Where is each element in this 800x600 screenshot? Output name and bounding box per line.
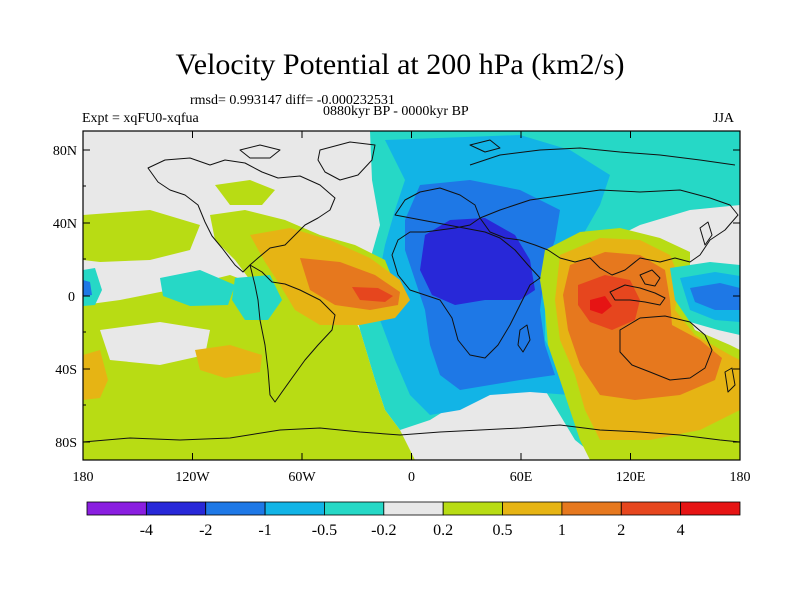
season-label: JJA — [713, 111, 735, 126]
colorbar-label-1: -2 — [199, 522, 212, 539]
colorbar-box-7 — [502, 501, 563, 516]
field-yellow-green-pacific — [83, 210, 200, 262]
colorbar-label-7: 1 — [558, 522, 566, 539]
colorbar-box-10 — [680, 501, 741, 516]
colorbar-box-2 — [205, 501, 266, 516]
x-tick-120e: 120E — [616, 470, 646, 485]
colorbar-label-5: 0.2 — [433, 522, 453, 539]
field-blue-east-pacific — [690, 283, 740, 310]
x-tick-120w: 120W — [175, 470, 210, 485]
period-label: 0880kyr BP - 0000kyr BP — [323, 104, 469, 119]
colorbar-label-2: -1 — [258, 522, 271, 539]
colorbar-box-3 — [264, 501, 325, 516]
colorbar-label-3: -0.5 — [312, 522, 337, 539]
x-axis — [82, 131, 741, 460]
field-cyan-pacific-a — [160, 270, 235, 306]
field-red-core-indopacific — [590, 296, 612, 314]
plot-title: Velocity Potential at 200 hPa (km2/s) — [175, 48, 625, 81]
colorbar-box-0 — [86, 501, 147, 516]
colorbar-box-4 — [324, 501, 385, 516]
field-dark-blue — [420, 218, 535, 305]
x-tick-0: 0 — [408, 470, 415, 485]
colorbar-box-5 — [383, 501, 444, 516]
field-yellow-green-small — [215, 180, 275, 205]
x-tick-180w: 180 — [73, 470, 94, 485]
y-axis — [83, 149, 740, 443]
colorbar-box-8 — [561, 501, 622, 516]
y-tick-40s: 40S — [55, 363, 77, 378]
x-tick-labels: 180 120W 60W 0 60E 120E 180 — [73, 470, 751, 485]
y-tick-80n: 80N — [53, 144, 77, 159]
colorbar-labels: -4 -2 -1 -0.5 -0.2 0.2 0.5 1 2 4 — [140, 522, 685, 539]
colorbar-label-4: -0.2 — [371, 522, 396, 539]
colorbar-label-0: -4 — [140, 522, 153, 539]
colorbar-box-6 — [442, 501, 503, 516]
field-blue-west-edge — [83, 280, 92, 296]
x-tick-60w: 60W — [288, 470, 316, 485]
stats-line: rmsd= 0.993147 diff= -0.000232531 — [190, 93, 395, 108]
coastlines — [83, 139, 740, 443]
field-gold-south-pacific — [195, 345, 262, 378]
y-tick-40n: 40N — [53, 217, 77, 232]
colorbar-box-1 — [145, 501, 207, 516]
y-tick-80s: 80S — [55, 436, 77, 451]
colorbar — [86, 501, 741, 516]
x-tick-60e: 60E — [510, 470, 533, 485]
x-tick-180e: 180 — [730, 470, 751, 485]
colorbar-box-9 — [620, 501, 682, 516]
field-neutral-hole — [100, 322, 210, 365]
y-tick-0: 0 — [68, 290, 75, 305]
velocity-potential-field — [83, 131, 740, 460]
colorbar-label-9: 4 — [677, 522, 685, 539]
colorbar-label-8: 2 — [617, 522, 625, 539]
field-cyan-arctic — [610, 131, 740, 168]
experiment-label: Expt = xqFU0-xqfua — [82, 111, 199, 126]
colorbar-label-6: 0.5 — [493, 522, 513, 539]
y-tick-labels: 80N 40N 0 40S 80S — [53, 144, 77, 451]
field-gold-west-edge — [83, 350, 108, 400]
field-red-atlantic — [352, 287, 393, 302]
